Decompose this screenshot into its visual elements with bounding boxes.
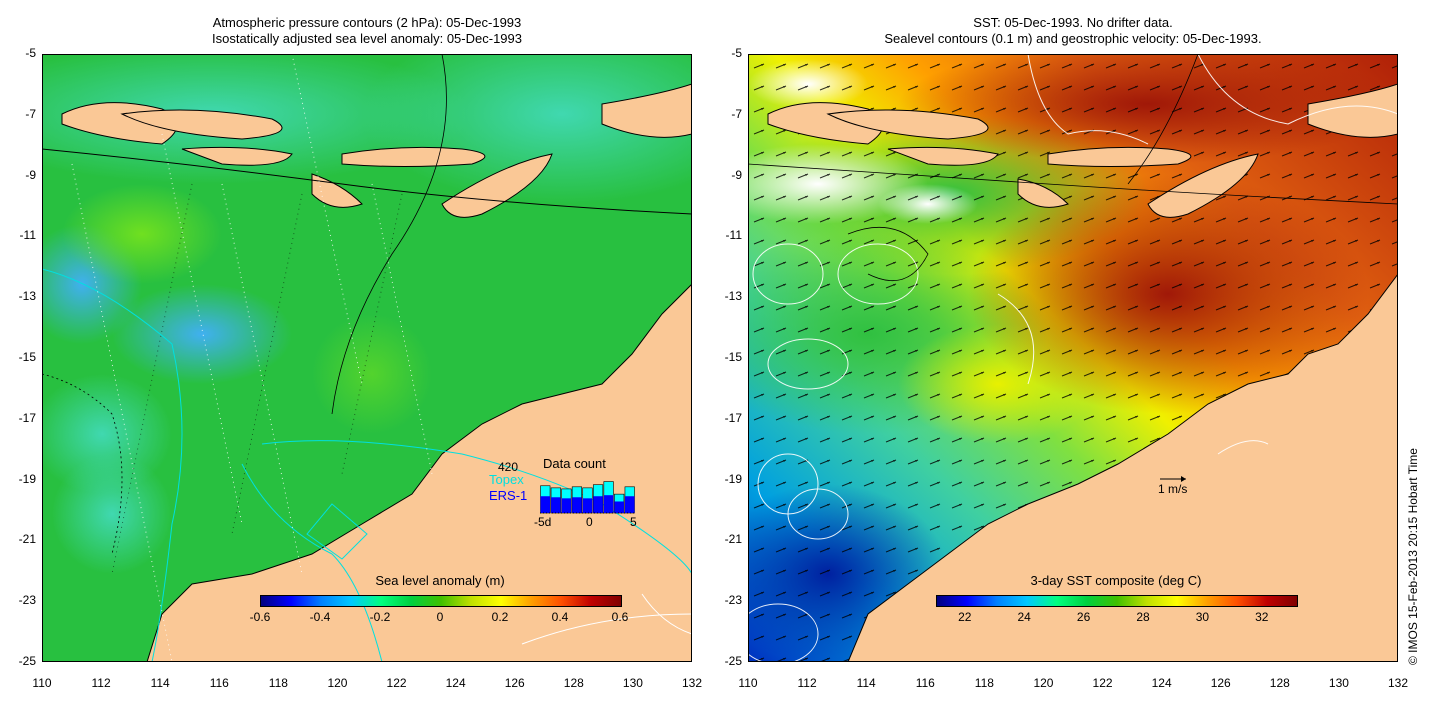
right-lat-tick-label: -17 — [724, 410, 742, 425]
right-lat-tick-label: -23 — [724, 593, 742, 608]
left-lat-tick-label: -5 — [25, 46, 36, 60]
ers1-count-bar — [572, 497, 582, 513]
ers1-count-bar — [593, 496, 603, 513]
ers1-count-bar — [624, 496, 635, 513]
right-lon-tick-label: 128 — [1269, 676, 1290, 690]
right-lat-tick-label: -9 — [731, 167, 742, 182]
left-colorbar-tick-label: 0.2 — [491, 610, 509, 624]
ers1-count-bar — [551, 497, 561, 513]
right-colorbar-tick-label: 32 — [1255, 610, 1269, 624]
left-lon-tick-label: 128 — [563, 676, 584, 690]
right-lon-tick-label: 122 — [1092, 676, 1113, 690]
right-lat-tick-label: -19 — [724, 471, 742, 486]
left-lat-tick-label: -25 — [18, 654, 36, 668]
left-colorbar-tick-label: 0 — [436, 610, 444, 624]
data-count-xlabel-end: 5 — [630, 515, 637, 529]
left-lat-tick-label: -9 — [25, 167, 36, 182]
left-lon-tick-label: 120 — [327, 676, 348, 690]
right-colorbar-tick-label: 26 — [1076, 610, 1091, 624]
legend-ers1: ERS-1 — [489, 488, 528, 503]
velocity-scale-arrow — [1160, 476, 1186, 482]
left-colorbar-tick-label: -0.4 — [309, 610, 331, 624]
right-lat-tick-label: -21 — [724, 532, 742, 547]
left-lon-tick-label: 132 — [681, 676, 703, 690]
ers1-count-bar — [603, 495, 614, 513]
left-colorbar — [260, 595, 622, 607]
left-lon-tick-label: 124 — [445, 676, 466, 690]
right-colorbar-title: 3-day SST composite (deg C) — [1030, 573, 1202, 588]
right-lat-tick-label: -15 — [724, 350, 742, 364]
ers1-count-bar — [614, 501, 624, 513]
right-lon-tick-label: 118 — [974, 676, 994, 690]
left-sea-level-map — [42, 54, 692, 662]
data-count-xlabel-start: -5d — [534, 515, 552, 529]
right-lon-tick-label: 116 — [915, 676, 935, 690]
left-lon-tick-label: 122 — [386, 676, 407, 690]
copyright-notice: © IMOS 15-Feb-2013 20:15 Hobart Time — [1406, 448, 1420, 665]
right-lat-tick-label: -25 — [724, 654, 742, 668]
left-colorbar-tick-label: -0.6 — [249, 610, 271, 624]
right-lat-tick-label: -5 — [731, 46, 742, 60]
right-colorbar-tick-label: 28 — [1136, 610, 1150, 624]
right-title-line1: SST: 05-Dec-1993. No drifter data. — [973, 15, 1173, 30]
left-colorbar-tick-label: -0.2 — [369, 610, 391, 624]
left-colorbar-title: Sea level anomaly (m) — [375, 573, 505, 588]
right-colorbar-tick-label: 22 — [958, 610, 972, 624]
left-lat-tick-label: -15 — [18, 350, 36, 364]
right-lon-tick-label: 120 — [1033, 676, 1054, 690]
ers1-count-bar — [540, 496, 551, 513]
left-colorbar-tick-label: 0.6 — [611, 610, 629, 624]
right-lon-tick-label: 124 — [1151, 676, 1172, 690]
right-lon-tick-label: 112 — [797, 676, 817, 690]
right-colorbar-tick-label: 30 — [1195, 610, 1210, 624]
right-lat-tick-label: -7 — [731, 106, 742, 121]
data-count-max-label: 420 — [498, 460, 519, 474]
left-lat-tick-label: -21 — [18, 532, 36, 547]
data-count-xlabel-zero: 0 — [586, 515, 593, 529]
left-lon-tick-label: 110 — [32, 676, 52, 690]
left-lon-tick-label: 114 — [150, 676, 170, 690]
data-count-title: Data count — [543, 456, 606, 471]
right-colorbar — [936, 595, 1298, 607]
left-lon-tick-label: 116 — [209, 676, 229, 690]
left-lat-tick-label: -23 — [18, 593, 36, 608]
left-lat-tick-label: -11 — [19, 228, 36, 243]
left-lon-tick-label: 112 — [91, 676, 111, 690]
right-title-line2: Sealevel contours (0.1 m) and geostrophi… — [884, 31, 1262, 46]
right-lon-tick-label: 132 — [1387, 676, 1409, 690]
left-colorbar-tick-label: 0.4 — [551, 610, 569, 624]
velocity-scale-label: 1 m/s — [1158, 482, 1188, 496]
left-lat-tick-label: -13 — [18, 289, 36, 304]
left-lon-tick-label: 126 — [504, 676, 525, 690]
legend-topex: Topex — [489, 472, 524, 487]
ers1-count-bar — [582, 498, 593, 513]
right-lat-tick-label: -11 — [725, 228, 742, 243]
left-lat-tick-label: -7 — [25, 106, 36, 121]
right-lon-tick-label: 110 — [738, 676, 758, 690]
right-lon-tick-label: 126 — [1210, 676, 1231, 690]
right-lon-tick-label: 114 — [856, 676, 876, 690]
left-lat-tick-label: -19 — [18, 471, 36, 486]
right-lat-tick-label: -13 — [724, 289, 742, 304]
right-colorbar-tick-label: 24 — [1017, 610, 1031, 624]
left-lon-tick-label: 118 — [268, 676, 288, 690]
left-title-line2: Isostatically adjusted sea level anomaly… — [211, 31, 522, 46]
ers1-count-bar — [561, 498, 572, 513]
right-sst-map — [748, 54, 1398, 662]
left-title-line1: Atmospheric pressure contours (2 hPa): 0… — [212, 15, 522, 30]
data-count-histogram — [540, 481, 635, 514]
left-lat-tick-label: -17 — [18, 410, 36, 425]
left-lon-tick-label: 130 — [622, 676, 643, 690]
right-lon-tick-label: 130 — [1328, 676, 1349, 690]
